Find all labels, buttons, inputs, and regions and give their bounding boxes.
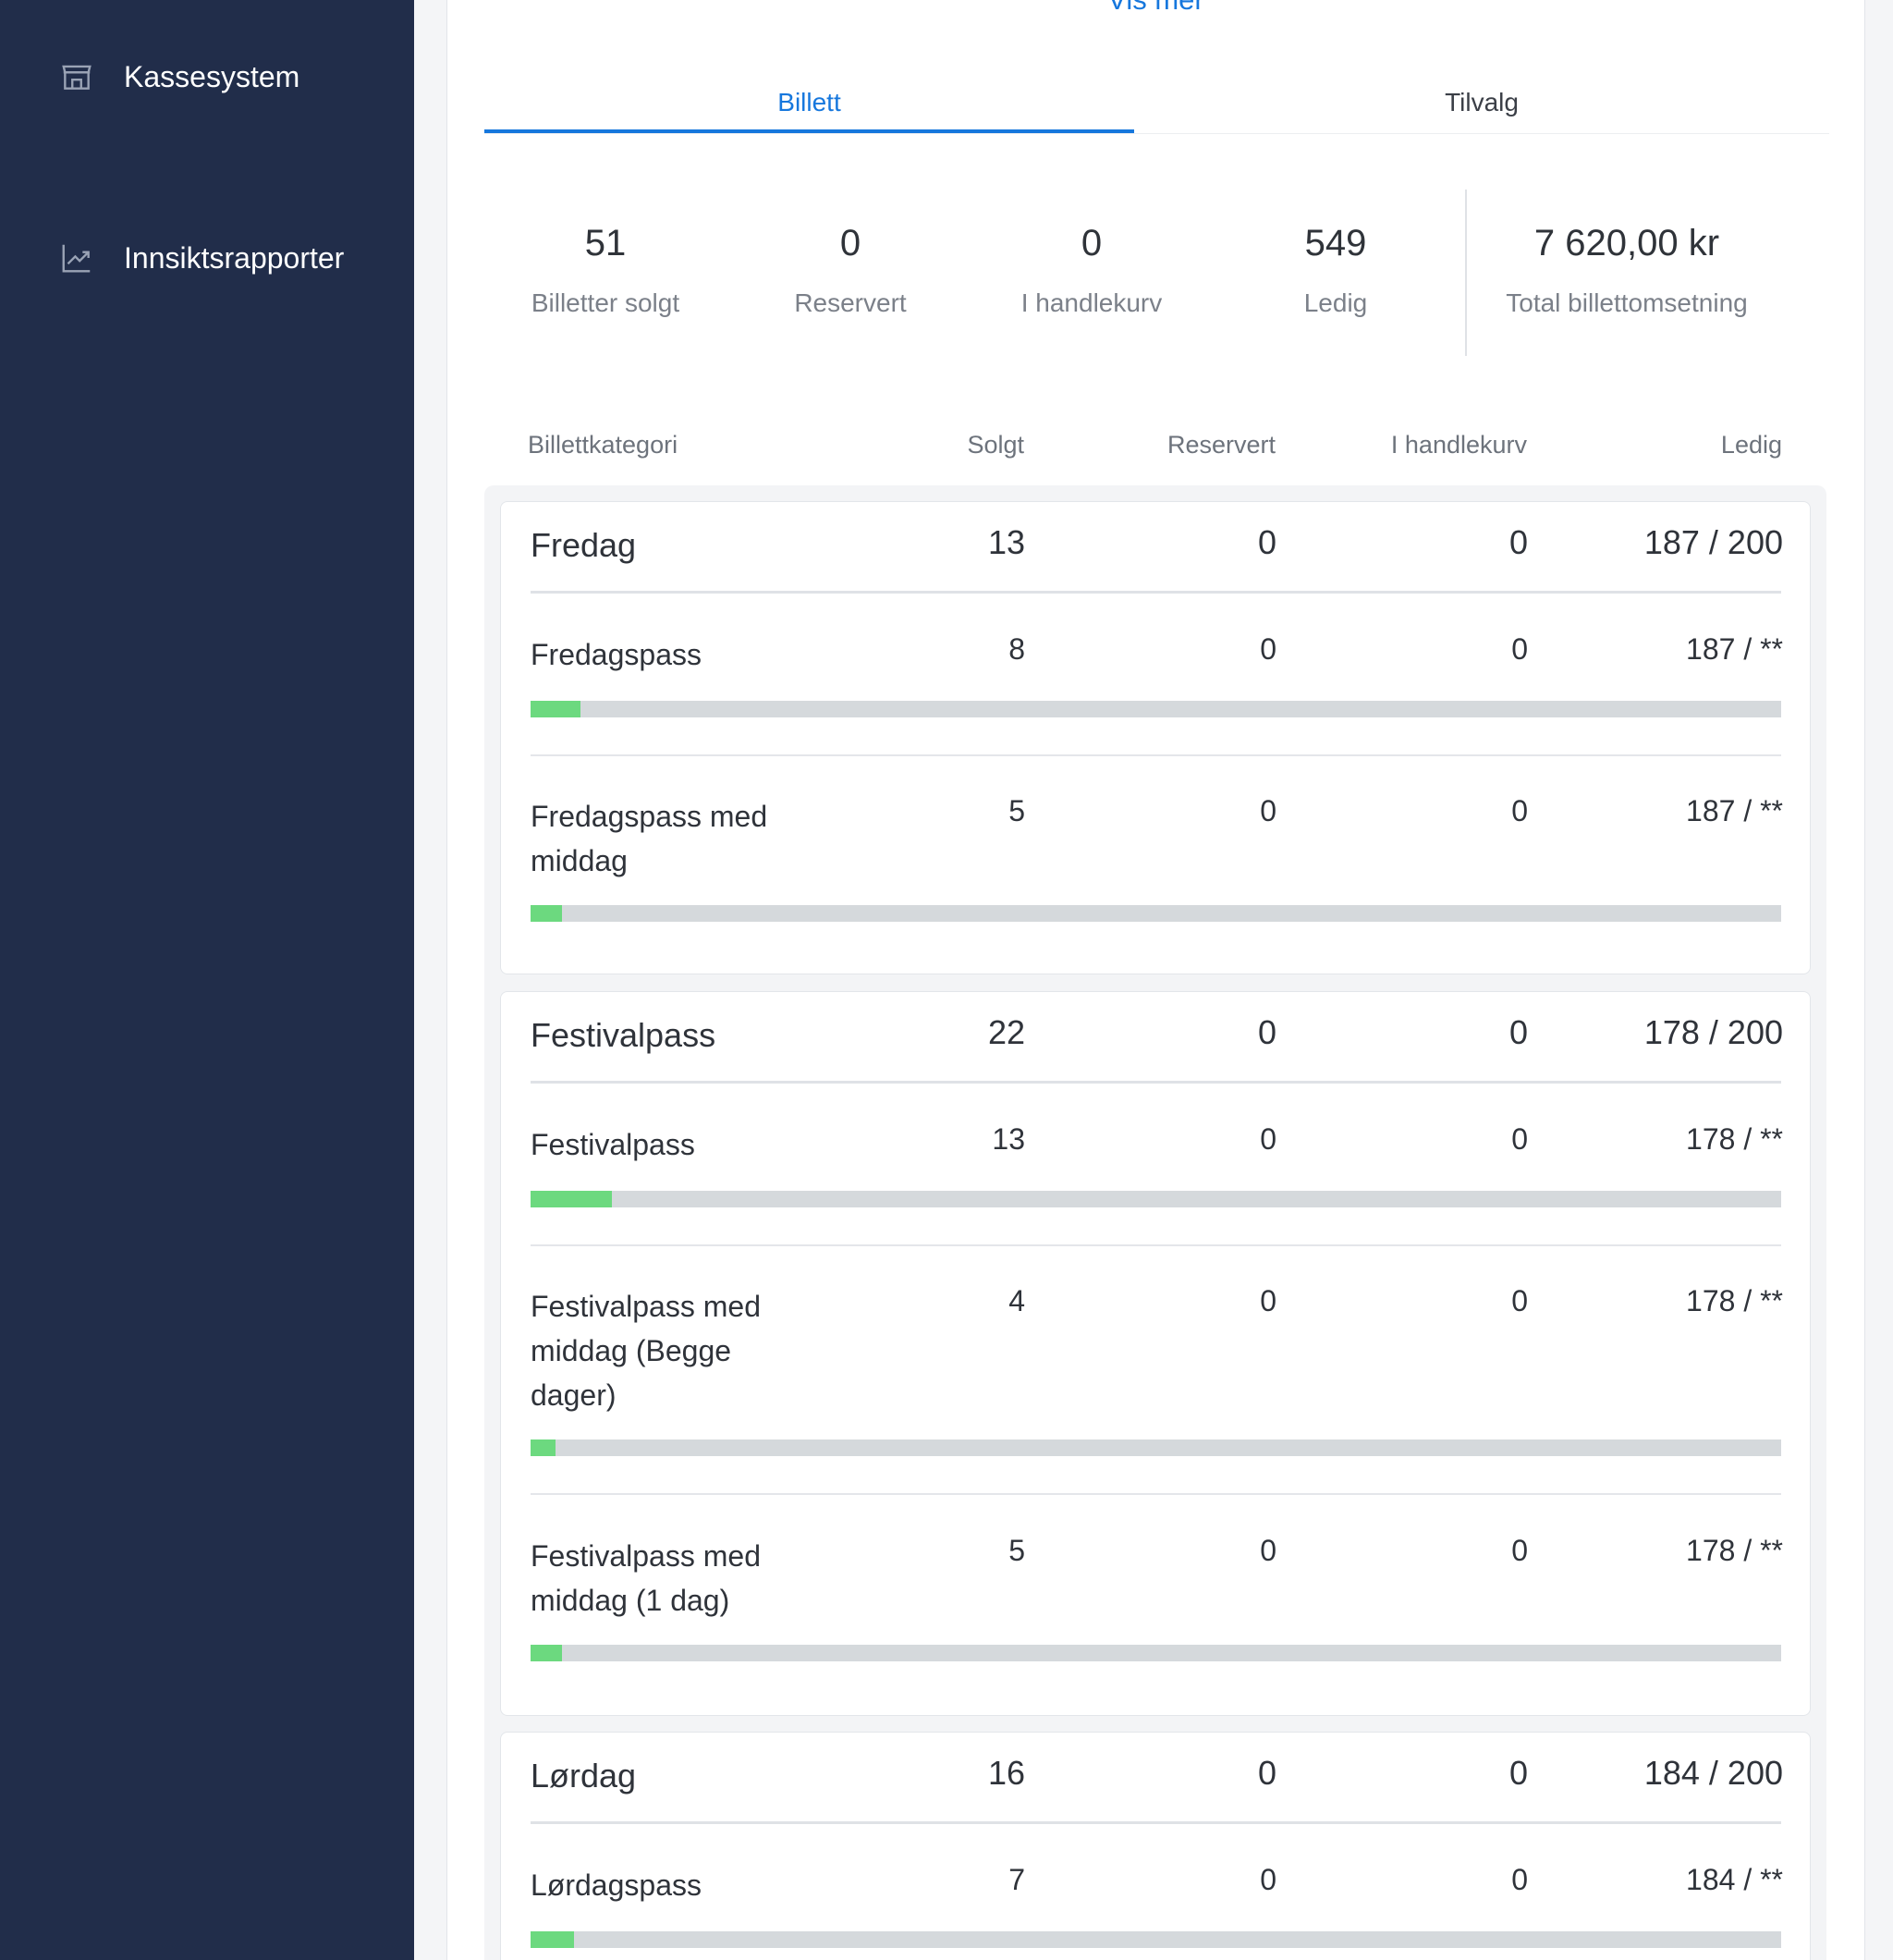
- ticket-reserved: 0: [1110, 794, 1276, 828]
- stat-value: 7 620,00 kr: [1479, 218, 1775, 268]
- divider: [531, 591, 1781, 594]
- group-reserved: 0: [1110, 1013, 1276, 1052]
- group-reserved: 0: [1110, 1754, 1276, 1793]
- sales-progress-bar: [531, 1439, 1781, 1456]
- group-name: Fredag: [531, 523, 808, 568]
- column-header-in-cart: I handlekurv: [1313, 431, 1527, 459]
- ticket-name: Festivalpass med middag (1 dag): [531, 1534, 817, 1623]
- sales-progress-bar: [531, 1645, 1781, 1661]
- sidebar-item-label: Innsiktsrapporter: [124, 241, 344, 276]
- stat-tickets-sold: 51 Billetter solgt: [513, 218, 698, 318]
- ticket-sold: 5: [859, 794, 1025, 828]
- ticket-available: 184 / **: [1466, 1863, 1783, 1897]
- column-header-available: Ledig: [1571, 431, 1782, 459]
- ticket-name: Fredagspass: [531, 632, 808, 677]
- group-available: 178 / 200: [1466, 1013, 1783, 1052]
- ticket-name: Festivalpass: [531, 1122, 808, 1167]
- sales-progress-bar: [531, 1191, 1781, 1207]
- ticket-reserved: 0: [1110, 1284, 1276, 1318]
- ticket-reserved: 0: [1110, 1863, 1276, 1897]
- sidebar: Kassesystem Innsiktsrapporter: [0, 0, 414, 1960]
- divider: [531, 1493, 1781, 1495]
- tab-bar: Billett Tilvalg: [484, 79, 1829, 134]
- sidebar-item-label: Kassesystem: [124, 60, 299, 94]
- stat-label: Total billettomsetning: [1479, 288, 1775, 318]
- group-available: 184 / 200: [1466, 1754, 1783, 1793]
- sales-progress-bar: [531, 701, 1781, 717]
- divider: [531, 1081, 1781, 1084]
- divider: [531, 754, 1781, 756]
- stat-label: Billetter solgt: [513, 288, 698, 318]
- stat-available: 549 Ledig: [1243, 218, 1428, 318]
- stat-value: 549: [1243, 218, 1428, 268]
- tab-billett[interactable]: Billett: [484, 79, 1134, 133]
- ticket-name: Festivalpass med middag (Begge dager): [531, 1284, 817, 1417]
- ticket-name: Lørdagspass: [531, 1863, 808, 1907]
- sidebar-item-kassesystem[interactable]: Kassesystem: [59, 59, 299, 94]
- stat-value: 51: [513, 218, 698, 268]
- trending-chart-icon: [59, 240, 94, 276]
- group-sold: 13: [859, 523, 1025, 562]
- stat-label: I handlekurv: [985, 288, 1198, 318]
- stat-total-revenue: 7 620,00 kr Total billettomsetning: [1479, 218, 1775, 318]
- group-sold: 22: [859, 1013, 1025, 1052]
- store-icon: [59, 59, 94, 94]
- ticket-available: 178 / **: [1466, 1284, 1783, 1318]
- divider: [531, 1244, 1781, 1246]
- category-group-festivalpass[interactable]: Festivalpass 22 0 0 178 / 200 Festivalpa…: [500, 991, 1811, 1716]
- group-reserved: 0: [1110, 523, 1276, 562]
- group-sold: 16: [859, 1754, 1025, 1793]
- column-header-category: Billettkategori: [528, 431, 678, 459]
- group-name: Lørdag: [531, 1754, 808, 1798]
- ticket-sold: 5: [859, 1534, 1025, 1568]
- ticket-reserved: 0: [1110, 632, 1276, 667]
- stats-divider: [1465, 190, 1467, 356]
- column-header-reserved: Reservert: [1091, 431, 1276, 459]
- sales-progress-bar: [531, 905, 1781, 922]
- ticket-available: 187 / **: [1466, 632, 1783, 667]
- category-group-fredag[interactable]: Fredag 13 0 0 187 / 200 Fredagspass 8 0 …: [500, 501, 1811, 974]
- category-group-lordag[interactable]: Lørdag 16 0 0 184 / 200 Lørdagspass 7 0 …: [500, 1732, 1811, 1960]
- ticket-sold: 4: [859, 1284, 1025, 1318]
- ticket-available: 187 / **: [1466, 794, 1783, 828]
- ticket-reserved: 0: [1110, 1534, 1276, 1568]
- ticket-name: Fredagspass med middag: [531, 794, 808, 883]
- ticket-available: 178 / **: [1466, 1122, 1783, 1157]
- stat-label: Reservert: [758, 288, 943, 318]
- group-name: Festivalpass: [531, 1013, 808, 1058]
- ticket-sold: 7: [859, 1863, 1025, 1897]
- column-header-sold: Solgt: [887, 431, 1024, 459]
- stat-value: 0: [985, 218, 1198, 268]
- sales-progress-bar: [531, 1931, 1781, 1948]
- ticket-available: 178 / **: [1466, 1534, 1783, 1568]
- tab-tilvalg[interactable]: Tilvalg: [1134, 79, 1829, 133]
- ticket-sold: 8: [859, 632, 1025, 667]
- ticket-sold: 13: [859, 1122, 1025, 1157]
- show-more-link[interactable]: Vis mer: [447, 0, 1864, 17]
- sidebar-item-innsiktsrapporter[interactable]: Innsiktsrapporter: [59, 240, 344, 276]
- ticket-reserved: 0: [1110, 1122, 1276, 1157]
- stat-label: Ledig: [1243, 288, 1428, 318]
- stat-in-cart: 0 I handlekurv: [985, 218, 1198, 318]
- stat-value: 0: [758, 218, 943, 268]
- group-available: 187 / 200: [1466, 523, 1783, 562]
- stat-reserved: 0 Reservert: [758, 218, 943, 318]
- divider: [531, 1821, 1781, 1824]
